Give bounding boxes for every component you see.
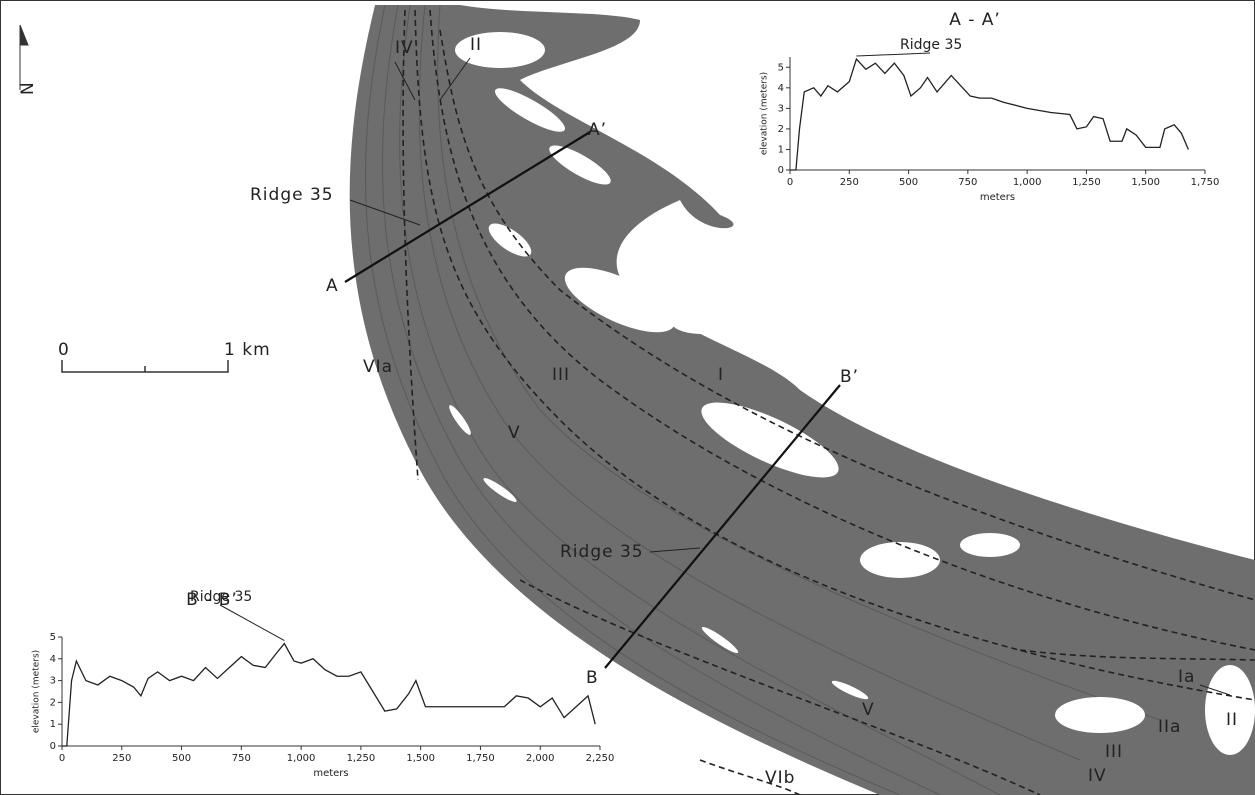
y-tick-label: 5	[50, 632, 56, 643]
scale-bar	[61, 360, 229, 373]
x-tick-label: 2,250	[586, 753, 615, 764]
terrain-band	[349, 5, 1255, 795]
y-tick-label: 0	[50, 741, 56, 752]
x-tick-label: 750	[958, 177, 977, 188]
y-tick-label: 1	[778, 144, 784, 155]
y-axis-label: elevation (meters)	[32, 650, 42, 733]
map: N IV II Ridge 35 A’ A VIa III I V B’ Rid…	[18, 4, 1255, 795]
x-tick-label: 1,750	[466, 753, 495, 764]
x-tick-label: 1,250	[347, 753, 376, 764]
x-tick-label: 1,500	[406, 753, 435, 764]
unit-label: IV	[395, 38, 414, 58]
y-tick-label: 2	[50, 697, 56, 708]
ridge-label: Ridge 35	[250, 185, 334, 205]
x-tick-label: 750	[232, 753, 251, 764]
x-tick-label: 1,500	[1131, 177, 1160, 188]
y-axis-label: elevation (meters)	[760, 72, 770, 155]
unit-label: I	[718, 365, 724, 385]
chart-title: A - A’	[949, 10, 1001, 30]
y-tick-label: 2	[778, 124, 784, 135]
x-tick-label: 1,000	[287, 753, 316, 764]
y-tick-label: 4	[50, 654, 56, 665]
unit-label: III	[552, 365, 570, 385]
unit-label: II	[470, 35, 482, 55]
x-tick-label: 0	[787, 177, 793, 188]
x-tick-label: 1,250	[1072, 177, 1101, 188]
unit-label: IV	[1088, 766, 1107, 786]
annotation-leader	[219, 604, 285, 641]
y-tick-label: 3	[50, 676, 56, 687]
y-tick-label: 3	[778, 103, 784, 114]
x-tick-label: 500	[172, 753, 191, 764]
unit-boundaries	[402, 9, 1255, 795]
unit-label: Ia	[1178, 667, 1195, 687]
ridge-texture	[364, 4, 1161, 795]
section-label: A	[326, 276, 339, 296]
y-tick-label: 0	[778, 165, 784, 176]
annotation: Ridge 35	[190, 589, 252, 605]
unit-label: III	[1105, 742, 1123, 762]
profile-chart: B - B’Ridge 350 250 500 750 1,000 1,250 1,500 1…	[32, 589, 615, 779]
profile-chart: A - A’Ridge 350 250 500 750 1,000 1,250 1,500 1…	[760, 10, 1220, 203]
unit-label: V	[508, 423, 521, 443]
north-arrow	[19, 24, 29, 90]
section-label: A’	[588, 120, 607, 140]
x-tick-label: 1,000	[1013, 177, 1042, 188]
profile-line	[62, 642, 596, 747]
section-label: B	[586, 668, 599, 688]
y-tick-label: 1	[50, 719, 56, 730]
leader-lines	[349, 57, 1231, 696]
profile-line	[790, 57, 1189, 171]
annotation-leader	[856, 52, 931, 57]
unit-label: VIa	[363, 357, 393, 377]
y-tick-label: 4	[778, 83, 784, 94]
x-tick-label: 250	[840, 177, 859, 188]
annotation: Ridge 35	[900, 37, 962, 53]
north-label: N	[18, 81, 38, 95]
scale-label: 1 km	[224, 340, 271, 360]
water-patches	[449, 32, 1255, 755]
section-label: B’	[840, 367, 859, 387]
unit-label: VIb	[765, 768, 795, 788]
x-tick-label: 2,000	[526, 753, 555, 764]
x-tick-label: 500	[899, 177, 918, 188]
x-tick-label: 250	[112, 753, 131, 764]
unit-label: V	[862, 700, 875, 720]
section-line	[344, 131, 591, 283]
unit-label: II	[1226, 710, 1238, 730]
ridge-label: Ridge 35	[560, 542, 644, 562]
section-line	[604, 384, 841, 669]
unit-label: IIa	[1158, 717, 1181, 737]
x-axis-label: meters	[980, 192, 1015, 203]
scale-label: 0	[58, 340, 70, 360]
x-tick-label: 0	[59, 753, 65, 764]
x-axis-label: meters	[313, 768, 348, 779]
x-tick-label: 1,750	[1191, 177, 1220, 188]
y-tick-label: 5	[778, 62, 784, 73]
chart-title: B - B’	[186, 590, 238, 610]
